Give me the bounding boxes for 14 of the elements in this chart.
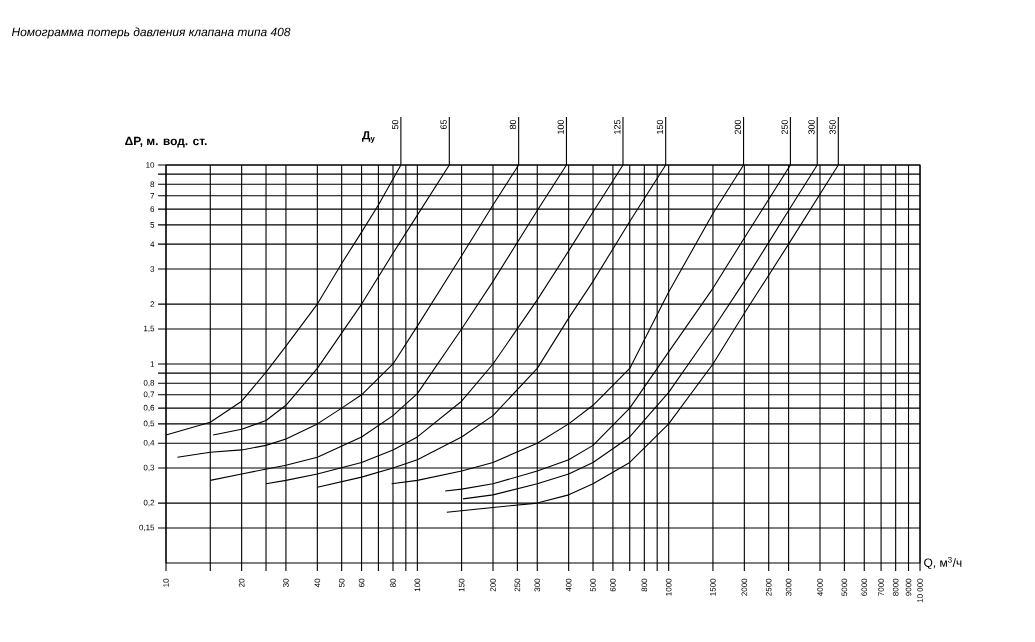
x-axis-title: Q, м$^{3}$/ч (924, 556, 962, 570)
text: 65 (440, 119, 447, 130)
text: 200 (734, 119, 742, 135)
text: 100 (557, 119, 564, 134)
text: 50 (391, 119, 399, 130)
text: 150 (656, 119, 664, 134)
text: 350 (829, 119, 836, 135)
text: 250 (781, 119, 788, 135)
chart-title: Номограмма потерь давления клапана типа 408 (11, 27, 291, 39)
text: Д$_{у}$ (362, 131, 375, 143)
text: 80 (509, 119, 517, 130)
y-axis-title: ΔP, м. вод. ст. (125, 136, 207, 148)
text: 300 (808, 119, 815, 135)
text: 125 (614, 119, 621, 134)
